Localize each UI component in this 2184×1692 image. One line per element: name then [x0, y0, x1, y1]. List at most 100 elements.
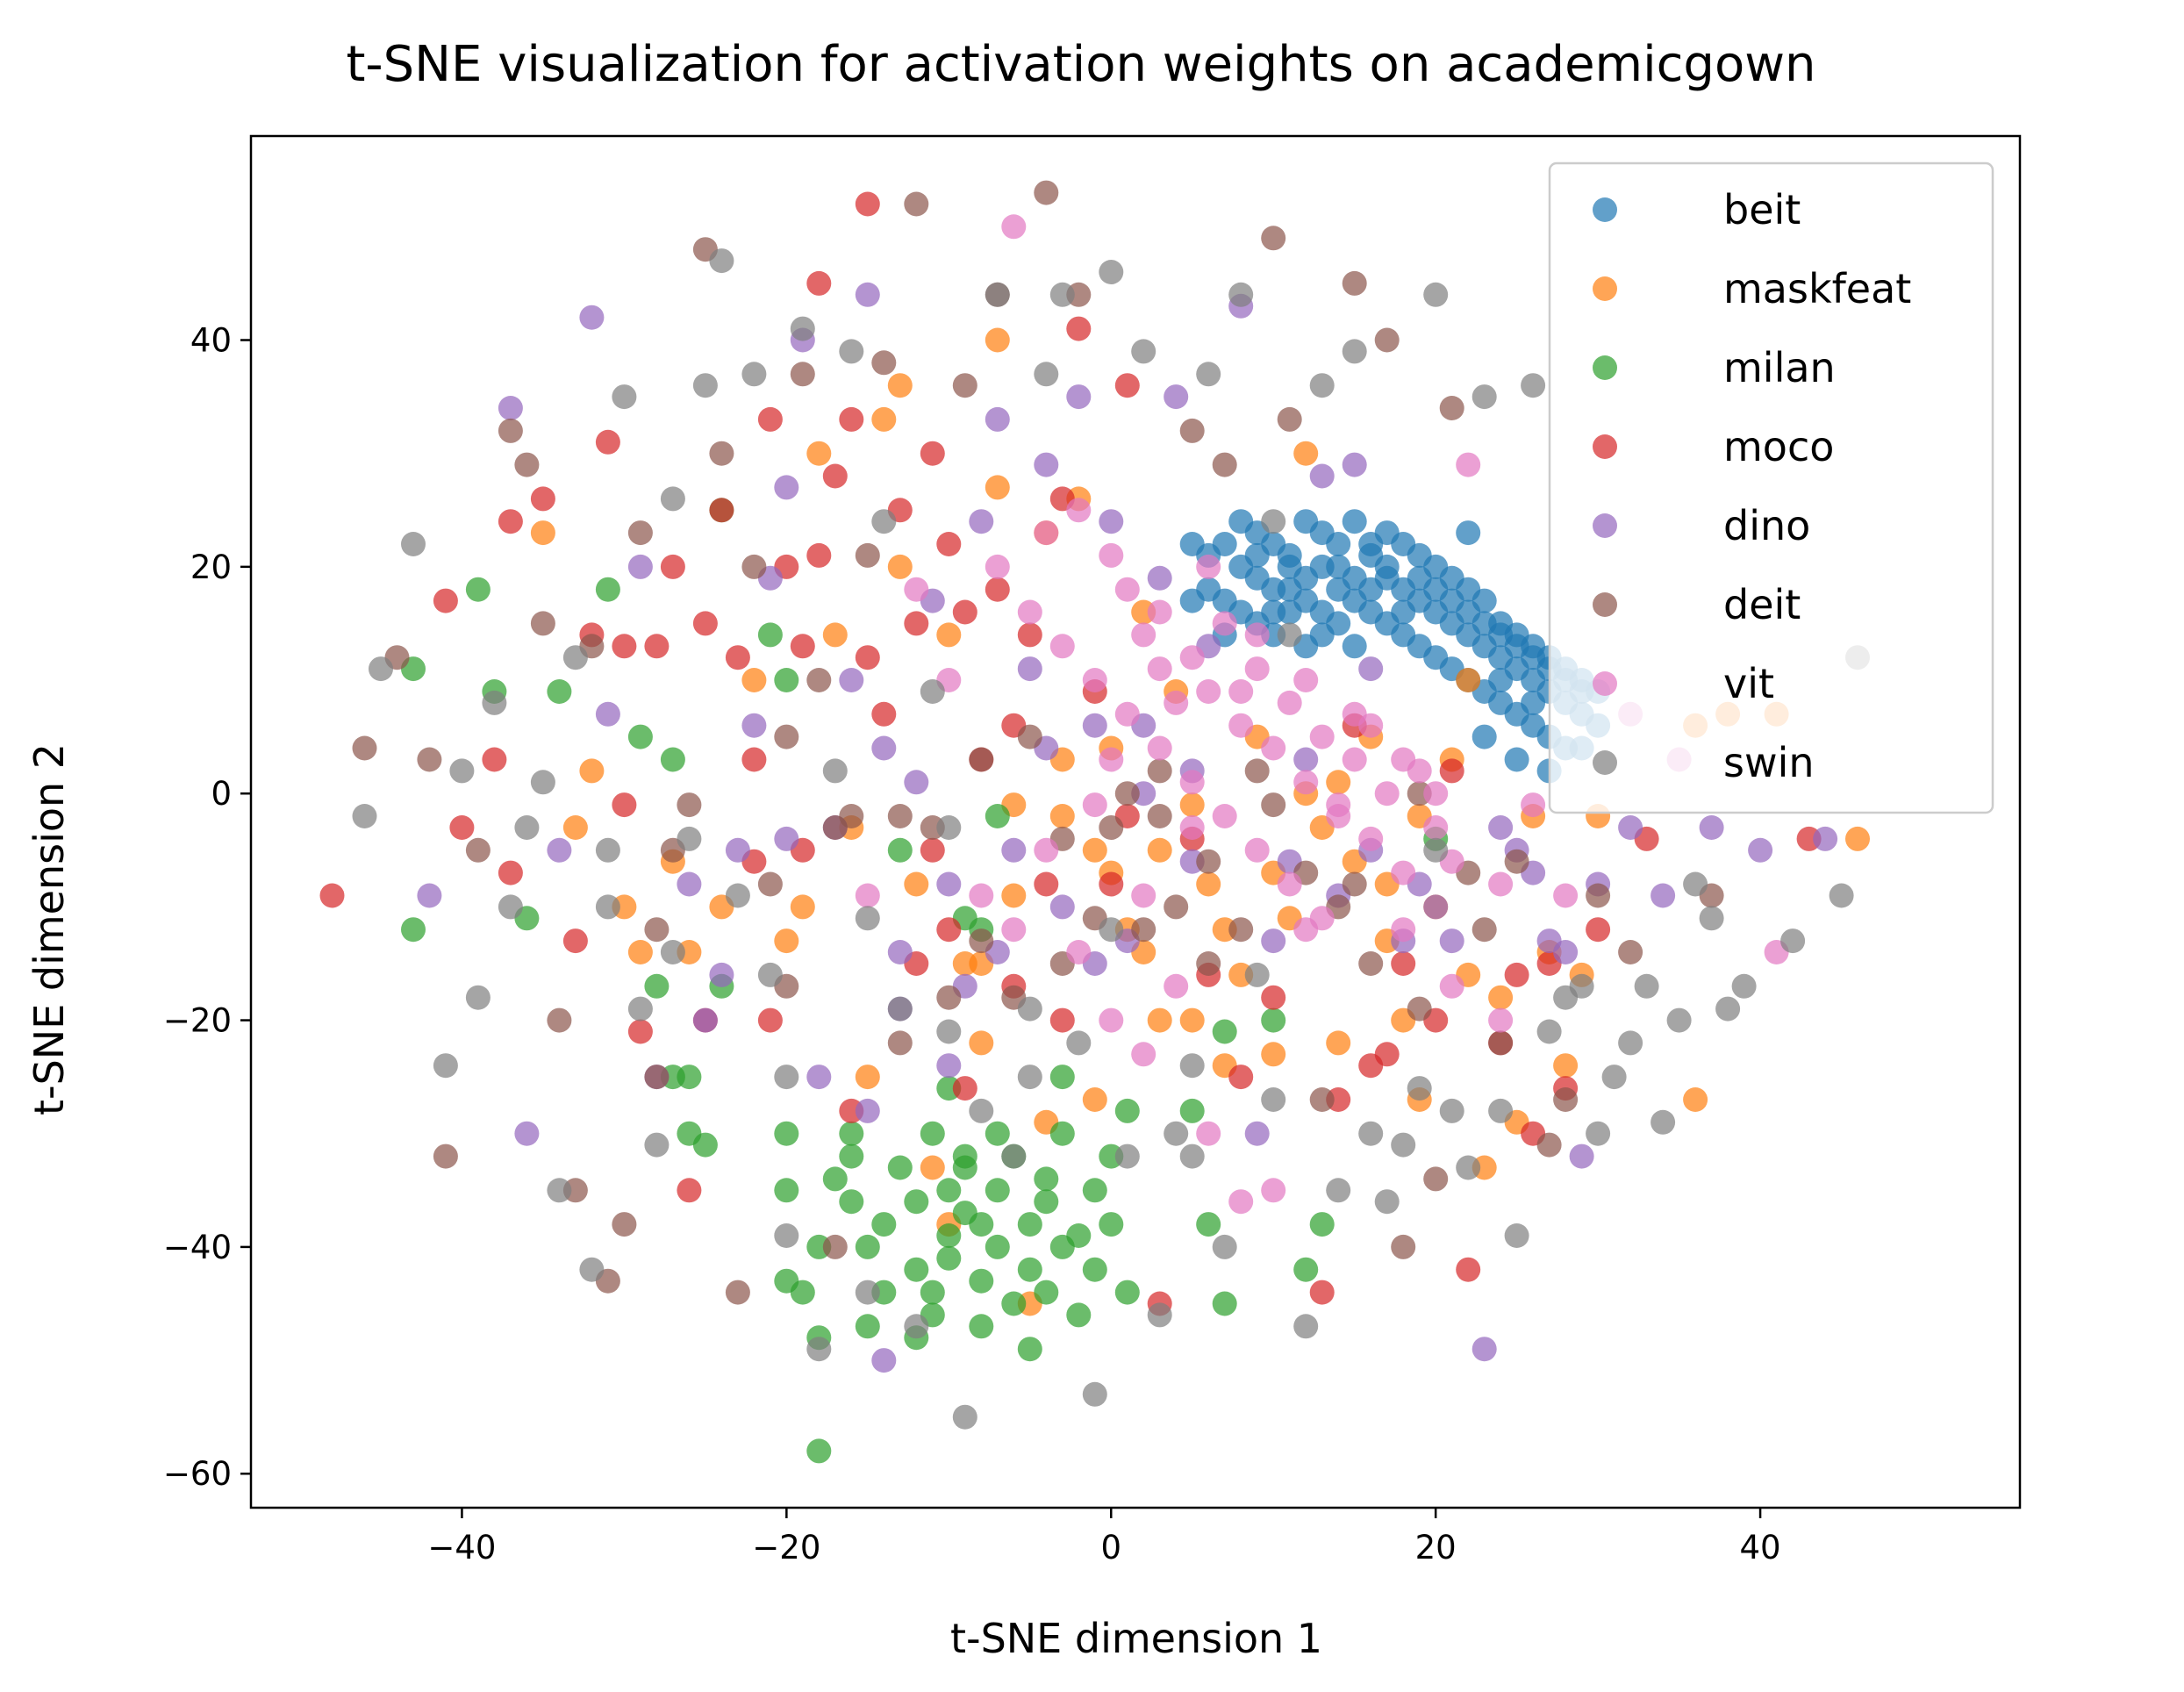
legend-label-milan: milan	[1723, 344, 1836, 391]
data-point-beit	[1179, 588, 1205, 613]
data-point-milan	[822, 1166, 848, 1192]
data-point-swin	[1586, 1121, 1611, 1146]
data-point-maskfeat	[1488, 985, 1514, 1010]
data-point-milan	[839, 1144, 864, 1169]
data-point-deit	[1017, 724, 1042, 749]
data-point-deit	[1342, 871, 1367, 897]
legend-marker-vit	[1593, 671, 1617, 696]
data-point-deit	[1164, 894, 1189, 920]
data-point-moco	[855, 645, 880, 670]
data-point-dino	[627, 554, 653, 579]
data-point-swin	[644, 1132, 670, 1158]
data-point-deit	[1179, 418, 1205, 443]
data-point-swin	[1456, 1155, 1481, 1180]
data-point-beit	[1342, 509, 1367, 534]
data-point-milan	[1261, 1007, 1286, 1033]
data-point-swin	[1391, 1132, 1416, 1158]
data-point-milan	[969, 1314, 994, 1339]
data-point-beit	[1342, 634, 1367, 659]
data-point-moco	[806, 542, 832, 568]
data-point-deit	[1423, 1166, 1449, 1192]
data-point-milan	[1001, 1291, 1027, 1316]
data-point-deit	[822, 1234, 848, 1259]
data-point-dino	[725, 837, 750, 863]
data-point-swin	[1634, 973, 1659, 999]
data-point-swin	[1017, 1065, 1042, 1090]
data-point-deit	[644, 917, 670, 943]
data-point-maskfeat	[1261, 1042, 1286, 1067]
data-point-beit	[1504, 747, 1529, 772]
data-point-vit	[1521, 792, 1546, 818]
data-point-swin	[1439, 1098, 1464, 1123]
data-point-dino	[1261, 928, 1286, 954]
data-point-maskfeat	[969, 1030, 994, 1056]
data-point-moco	[725, 645, 750, 670]
data-point-beit	[1261, 577, 1286, 602]
data-point-swin	[1651, 1109, 1676, 1135]
data-point-vit	[1196, 679, 1221, 704]
data-point-dino	[1358, 656, 1384, 682]
data-point-swin	[1326, 1178, 1351, 1203]
data-point-swin	[369, 656, 393, 682]
data-point-beit	[1374, 554, 1400, 579]
data-point-deit	[1244, 758, 1270, 784]
data-point-deit	[757, 871, 783, 897]
data-point-deit	[969, 747, 994, 772]
data-point-dino	[969, 509, 994, 534]
data-point-deit	[790, 362, 815, 387]
data-point-dino	[1147, 565, 1172, 591]
data-point-dino	[709, 962, 734, 987]
data-point-deit	[1114, 781, 1140, 807]
data-point-vit	[1342, 747, 1367, 772]
data-point-deit	[433, 1144, 458, 1169]
data-point-moco	[757, 406, 783, 432]
data-point-milan	[855, 1314, 880, 1339]
data-point-milan	[644, 973, 670, 999]
data-point-swin	[595, 837, 620, 863]
data-point-deit	[547, 1007, 572, 1033]
data-point-deit	[741, 554, 767, 579]
data-point-milan	[1034, 1189, 1059, 1215]
data-point-dino	[1099, 509, 1124, 534]
data-point-deit	[612, 1212, 637, 1237]
data-point-deit	[1212, 452, 1237, 477]
data-point-vit	[985, 554, 1010, 579]
data-point-swin	[985, 282, 1010, 307]
y-tick-label: −20	[163, 1002, 232, 1040]
data-point-beit	[1472, 724, 1497, 749]
data-point-dino	[855, 1098, 880, 1123]
data-point-swin	[1179, 1053, 1205, 1079]
data-point-deit	[1196, 849, 1221, 874]
data-point-swin	[465, 985, 491, 1010]
data-point-milan	[871, 1212, 897, 1237]
data-point-dino	[936, 1053, 962, 1079]
data-point-moco	[1374, 1042, 1400, 1067]
data-point-swin	[1618, 1030, 1643, 1056]
data-point-moco	[644, 634, 670, 659]
data-point-maskfeat	[1147, 1007, 1172, 1033]
data-point-moco	[920, 837, 945, 863]
data-point-swin	[1601, 1065, 1627, 1090]
data-point-maskfeat	[1049, 804, 1075, 828]
legend-label-maskfeat: maskfeat	[1723, 265, 1911, 312]
data-point-vit	[1261, 1178, 1286, 1203]
data-point-vit	[1309, 724, 1335, 749]
data-point-maskfeat	[1147, 837, 1172, 863]
data-point-vit	[1439, 973, 1464, 999]
data-point-swin	[1001, 1144, 1027, 1169]
data-point-moco	[1228, 1065, 1254, 1090]
data-point-moco	[1114, 373, 1140, 398]
data-point-swin	[790, 316, 815, 341]
data-point-vit	[1423, 781, 1449, 807]
data-point-dino	[1164, 384, 1189, 410]
data-point-swin	[1261, 1087, 1286, 1112]
data-point-swin	[871, 509, 897, 534]
data-point-milan	[969, 1268, 994, 1294]
data-point-deit	[904, 191, 929, 217]
data-point-dino	[1439, 928, 1464, 954]
data-point-swin	[1179, 1144, 1205, 1169]
data-point-moco	[1034, 871, 1059, 897]
data-point-deit	[417, 747, 442, 772]
data-point-moco	[482, 747, 507, 772]
data-point-deit	[1228, 917, 1254, 943]
